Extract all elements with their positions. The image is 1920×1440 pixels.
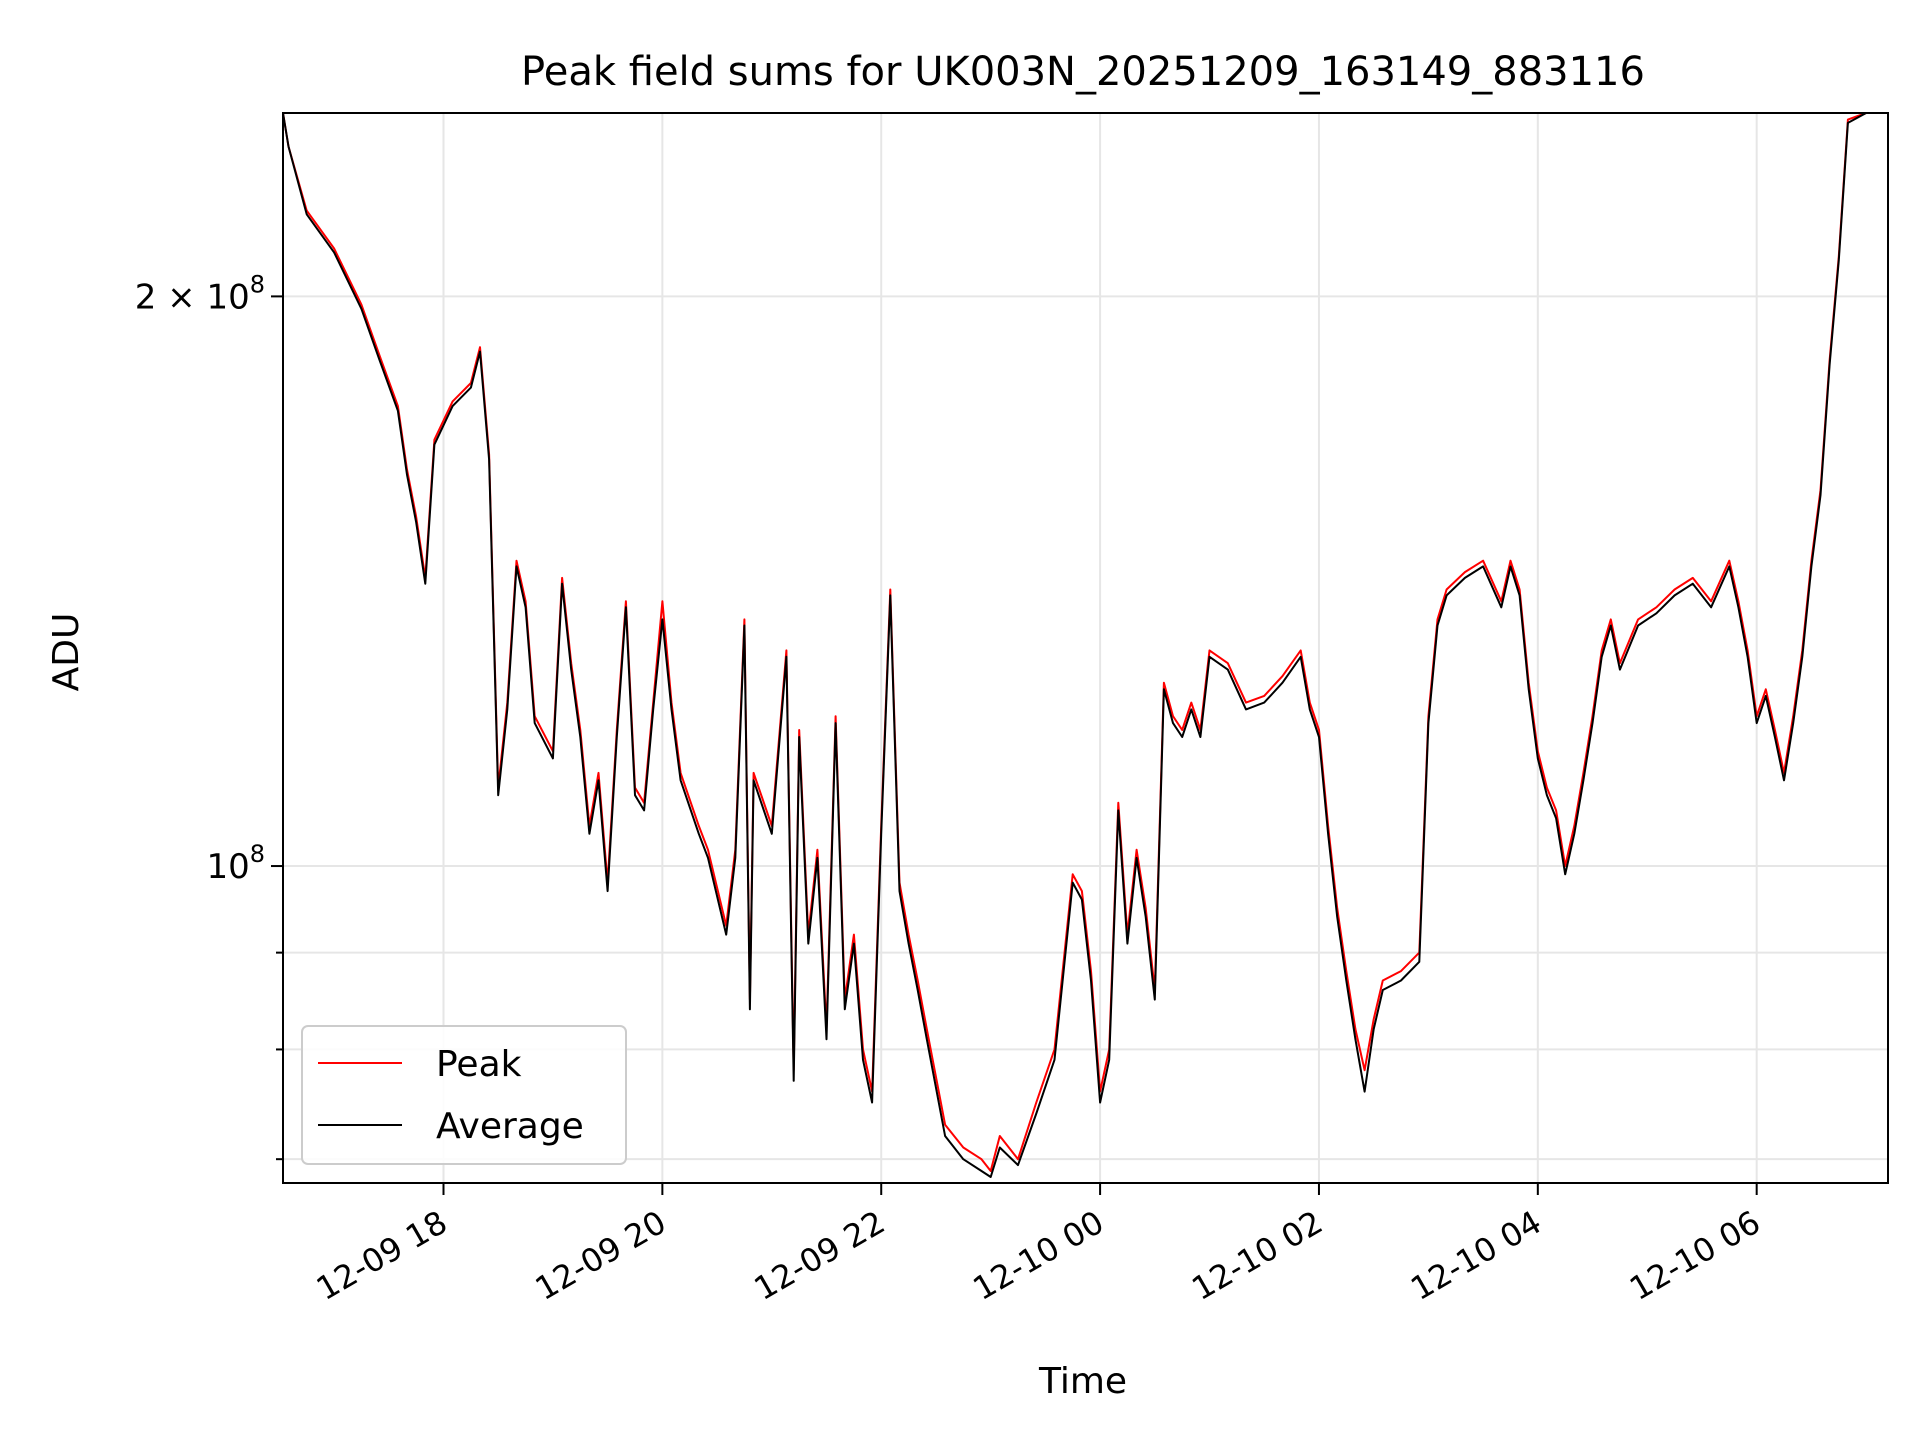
legend-box [301, 1025, 627, 1165]
plot-area-frame [282, 112, 1889, 1184]
y-tick-label: 108 [206, 840, 265, 887]
y-tick-label-base: 10 [206, 847, 249, 887]
series-line-average [282, 112, 1867, 1178]
legend-label-peak: Peak [436, 1044, 522, 1085]
x-axis-label: Time [1038, 1361, 1127, 1402]
y-tick-label-exponent: 8 [250, 270, 265, 298]
legend: Peak Average [301, 1025, 627, 1165]
chart-title: Peak field sums for UK003N_20251209_1631… [521, 49, 1645, 95]
series-layer [282, 112, 1867, 1178]
y-tick-label: 2 × 108 [135, 270, 265, 317]
y-tick-label-exponent: 8 [250, 840, 265, 868]
legend-label-average: Average [436, 1106, 584, 1147]
y-tick-label-base: 2 × 10 [135, 277, 250, 317]
y-axis-label: ADU [46, 613, 87, 692]
